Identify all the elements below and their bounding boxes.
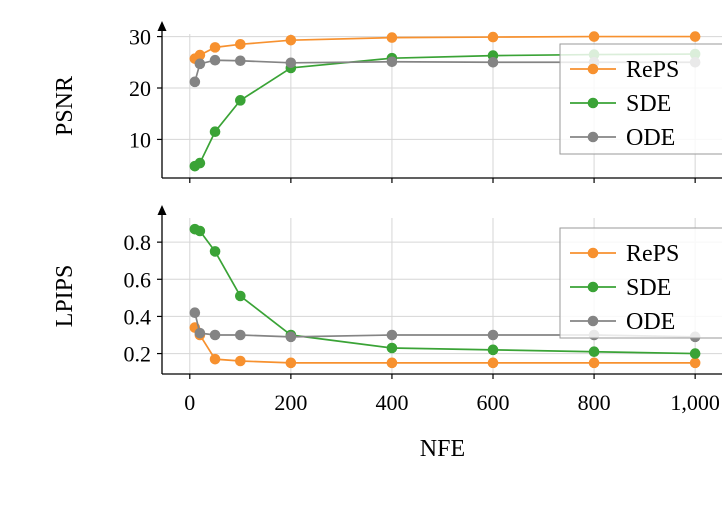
legend-marker bbox=[587, 63, 599, 75]
data-point-marker bbox=[194, 157, 206, 169]
lpips-chart: 0.2 0.4 0.6 0.8 0 200 400 600 800 1,000 LPIPS NFE Re… bbox=[52, 205, 722, 462]
legend-box bbox=[559, 227, 722, 339]
legend-marker bbox=[587, 97, 599, 109]
data-point-marker bbox=[386, 56, 398, 68]
y-tick-label: 20 bbox=[129, 76, 151, 101]
legend-label: RePS bbox=[626, 57, 679, 83]
legend-box bbox=[559, 43, 722, 155]
legend: RePS SDE ODE bbox=[559, 43, 722, 155]
legend-marker bbox=[587, 281, 599, 293]
legend-label: ODE bbox=[626, 309, 675, 335]
legend-label: SDE bbox=[626, 275, 671, 301]
series-sde bbox=[189, 223, 701, 359]
x-tick-label: 600 bbox=[477, 390, 510, 415]
data-point-marker bbox=[689, 357, 701, 369]
data-point-marker bbox=[487, 357, 499, 369]
x-tick-label: 800 bbox=[578, 390, 611, 415]
legend-marker bbox=[587, 247, 599, 259]
y-tick-label: 0.2 bbox=[124, 342, 152, 367]
x-tick-label: 400 bbox=[375, 390, 408, 415]
data-point-marker bbox=[189, 76, 201, 88]
data-point-marker bbox=[209, 54, 221, 66]
data-point-marker bbox=[235, 355, 246, 367]
data-point-marker bbox=[588, 357, 600, 369]
y-axis-title: LPIPS bbox=[52, 265, 78, 328]
data-point-marker bbox=[209, 126, 221, 138]
data-point-marker bbox=[487, 31, 499, 43]
data-point-marker bbox=[386, 357, 398, 369]
data-point-marker bbox=[209, 246, 221, 257]
legend-label: SDE bbox=[626, 91, 671, 117]
legend-label: ODE bbox=[626, 125, 675, 151]
data-point-marker bbox=[235, 95, 246, 106]
axes bbox=[157, 21, 722, 183]
y-axis-arrow bbox=[157, 205, 167, 215]
reps-benchmark-figure: 10 20 30 PSNR RePS SDE ODE 0.2 0.4 0.6 0.8 0 200 400 6… bbox=[40, 16, 722, 512]
data-point-marker bbox=[285, 34, 297, 46]
series-reps bbox=[189, 31, 701, 64]
data-point-marker bbox=[235, 38, 246, 50]
data-point-marker bbox=[194, 225, 206, 237]
y-tick-label: 0.8 bbox=[124, 230, 152, 255]
legend-item-sde: SDE bbox=[570, 91, 671, 117]
data-point-marker bbox=[689, 348, 701, 359]
data-point-marker bbox=[235, 55, 246, 67]
data-point-marker bbox=[235, 290, 246, 302]
x-tick-label: 200 bbox=[274, 390, 307, 415]
data-point-marker bbox=[209, 353, 221, 365]
psnr-chart: 10 20 30 PSNR RePS SDE ODE bbox=[52, 21, 722, 183]
y-tick-label: 30 bbox=[129, 25, 151, 50]
legend-label: RePS bbox=[626, 241, 679, 267]
psnr-lpips-charts-svg: 10 20 30 PSNR RePS SDE ODE 0.2 0.4 0.6 0.8 0 200 400 6… bbox=[52, 21, 722, 462]
data-point-marker bbox=[386, 329, 398, 341]
y-axis-arrow bbox=[157, 21, 167, 31]
y-axis-title: PSNR bbox=[52, 76, 78, 136]
x-tick-label: 1,000 bbox=[670, 390, 720, 415]
data-point-marker bbox=[194, 327, 206, 339]
data-point-marker bbox=[194, 49, 206, 61]
data-point-marker bbox=[487, 329, 499, 341]
axes bbox=[157, 205, 722, 379]
data-point-marker bbox=[487, 344, 499, 356]
data-point-marker bbox=[285, 57, 297, 69]
y-tick-label: 0.4 bbox=[124, 304, 152, 329]
data-point-marker bbox=[588, 31, 600, 42]
y-tick-label: 0.6 bbox=[124, 267, 152, 292]
legend-marker bbox=[587, 131, 599, 143]
legend: RePS SDE ODE bbox=[559, 227, 722, 339]
data-point-marker bbox=[689, 31, 701, 42]
legend-item-reps: RePS bbox=[570, 57, 679, 83]
data-point-marker bbox=[209, 42, 221, 53]
y-tick-label: 10 bbox=[129, 127, 151, 152]
data-point-marker bbox=[588, 346, 600, 358]
data-point-marker bbox=[235, 329, 246, 341]
x-tick-label: 0 bbox=[184, 390, 195, 415]
data-point-marker bbox=[194, 58, 206, 70]
data-point-marker bbox=[285, 331, 297, 343]
legend-item-sde: SDE bbox=[570, 275, 671, 301]
data-point-marker bbox=[209, 329, 221, 341]
data-point-marker bbox=[386, 342, 398, 354]
legend-item-reps: RePS bbox=[570, 241, 679, 267]
data-point-marker bbox=[487, 56, 499, 68]
legend-marker bbox=[587, 315, 599, 327]
legend-item-ode: ODE bbox=[570, 309, 675, 335]
data-point-marker bbox=[285, 357, 297, 369]
legend-item-ode: ODE bbox=[570, 125, 675, 151]
x-axis-title: NFE bbox=[420, 436, 465, 462]
data-point-marker bbox=[386, 32, 398, 43]
data-point-marker bbox=[189, 307, 201, 319]
